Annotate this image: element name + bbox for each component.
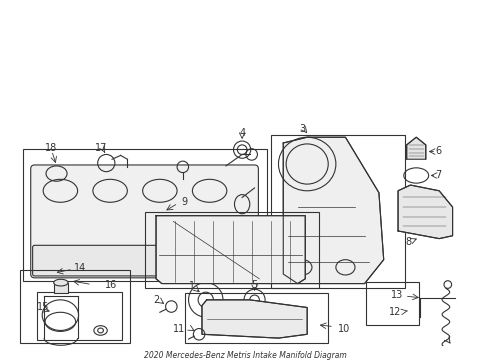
- Polygon shape: [407, 137, 426, 159]
- Bar: [185, 293, 328, 343]
- Bar: [20, 270, 130, 343]
- Bar: [37, 292, 122, 340]
- Text: 13: 13: [391, 290, 403, 300]
- Text: 17: 17: [96, 143, 108, 153]
- Text: 2020 Mercedes-Benz Metris Intake Manifold Diagram: 2020 Mercedes-Benz Metris Intake Manifol…: [144, 351, 346, 360]
- Text: 12: 12: [389, 307, 401, 317]
- Text: 2: 2: [153, 295, 159, 305]
- Polygon shape: [283, 137, 384, 284]
- Text: 14: 14: [74, 263, 87, 273]
- Text: 11: 11: [172, 324, 185, 334]
- Text: 18: 18: [45, 143, 57, 153]
- Text: 8: 8: [406, 238, 412, 247]
- Bar: [271, 135, 405, 288]
- Text: 1: 1: [189, 282, 196, 292]
- FancyBboxPatch shape: [31, 165, 258, 278]
- Polygon shape: [54, 283, 68, 293]
- Polygon shape: [156, 216, 305, 284]
- Text: 4: 4: [239, 129, 245, 138]
- Text: 10: 10: [338, 324, 350, 334]
- Ellipse shape: [54, 279, 68, 286]
- Bar: [23, 149, 267, 281]
- FancyBboxPatch shape: [33, 245, 256, 276]
- Text: 6: 6: [435, 145, 441, 156]
- Text: 16: 16: [105, 280, 117, 291]
- Polygon shape: [202, 300, 307, 338]
- Polygon shape: [398, 185, 453, 239]
- Text: 15: 15: [37, 302, 50, 312]
- Text: 5: 5: [251, 280, 258, 291]
- Text: 7: 7: [435, 171, 441, 180]
- Bar: [145, 212, 318, 288]
- Text: 3: 3: [299, 123, 305, 134]
- Bar: [367, 282, 419, 325]
- Text: 9: 9: [182, 197, 188, 207]
